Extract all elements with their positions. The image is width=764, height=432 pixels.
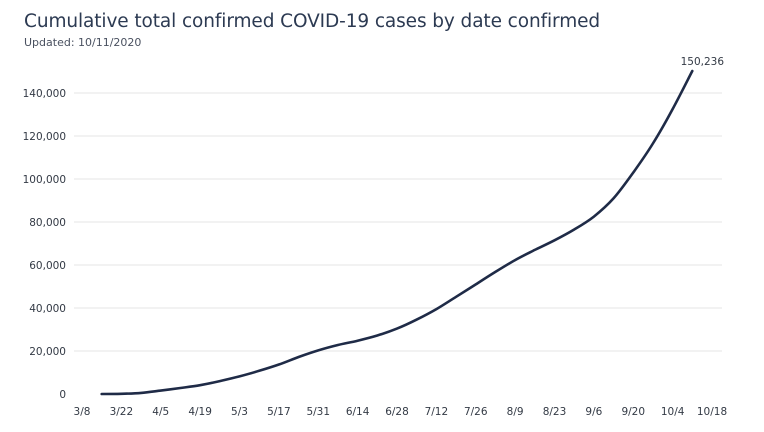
x-axis-tick-labels: 3/8 3/22 4/5 4/19 5/3 5/17 5/31 6/14 6/28 7/12 7/2… — [74, 406, 728, 418]
y-tick-label: 100,000 — [23, 174, 66, 186]
x-tick-label: 3/8 — [74, 406, 91, 418]
data-point — [691, 70, 693, 72]
x-tick-label: 9/20 — [621, 406, 645, 418]
x-tick-label: 8/9 — [507, 406, 524, 418]
cumulative-cases-line — [100, 69, 694, 396]
x-tick-label: 10/18 — [697, 406, 727, 418]
data-point — [120, 393, 122, 395]
x-tick-label: 4/19 — [188, 406, 212, 418]
data-point — [101, 393, 103, 395]
data-point — [179, 387, 181, 389]
data-point — [435, 308, 437, 310]
data-point — [239, 375, 241, 377]
data-point — [357, 340, 359, 342]
data-point — [613, 197, 615, 199]
y-tick-label: 20,000 — [29, 346, 66, 358]
data-point — [376, 335, 378, 337]
data-point — [652, 143, 654, 145]
data-point — [455, 296, 457, 298]
x-tick-label: 10/4 — [661, 406, 685, 418]
data-point — [337, 344, 339, 346]
data-point — [219, 380, 221, 382]
data-point — [672, 108, 674, 110]
data-point — [573, 229, 575, 231]
y-tick-label: 80,000 — [29, 217, 66, 229]
data-point — [534, 249, 536, 251]
data-point — [416, 319, 418, 321]
data-point — [278, 364, 280, 366]
gridlines — [74, 92, 722, 352]
data-point — [298, 356, 300, 358]
x-tick-label: 6/28 — [385, 406, 409, 418]
annotation-layer: 150,236 — [681, 56, 725, 68]
data-point — [554, 239, 556, 241]
y-tick-label: 0 — [59, 389, 66, 401]
data-point — [593, 216, 595, 218]
data-point — [396, 328, 398, 330]
end-value-label: 150,236 — [681, 56, 725, 68]
data-point — [514, 259, 516, 261]
chart-subtitle: Updated: 10/11/2020 — [24, 36, 142, 49]
x-tick-label: 7/26 — [464, 406, 488, 418]
x-tick-label: 5/31 — [306, 406, 330, 418]
x-tick-label: 9/6 — [585, 406, 602, 418]
x-tick-label: 6/14 — [346, 406, 370, 418]
x-tick-label: 4/5 — [152, 406, 169, 418]
x-tick-label: 3/22 — [110, 406, 134, 418]
x-tick-label: 5/3 — [231, 406, 248, 418]
data-point — [317, 349, 319, 351]
x-tick-label: 7/12 — [425, 406, 449, 418]
data-point — [494, 271, 496, 273]
series-layer — [100, 69, 694, 396]
data-point — [140, 392, 142, 394]
y-tick-label: 140,000 — [23, 88, 66, 100]
data-point — [258, 370, 260, 372]
x-tick-label: 5/17 — [267, 406, 291, 418]
y-tick-label: 60,000 — [29, 260, 66, 272]
y-tick-label: 40,000 — [29, 303, 66, 315]
data-point — [632, 172, 634, 174]
chart-title: Cumulative total confirmed COVID-19 case… — [24, 11, 601, 32]
x-tick-label: 8/23 — [543, 406, 567, 418]
data-point — [199, 384, 201, 386]
y-axis-tick-labels: 0 20,000 40,000 60,000 80,000 100,000 120,000 1… — [23, 88, 66, 401]
y-tick-label: 120,000 — [23, 131, 66, 143]
data-point — [475, 283, 477, 285]
data-point — [160, 390, 162, 392]
